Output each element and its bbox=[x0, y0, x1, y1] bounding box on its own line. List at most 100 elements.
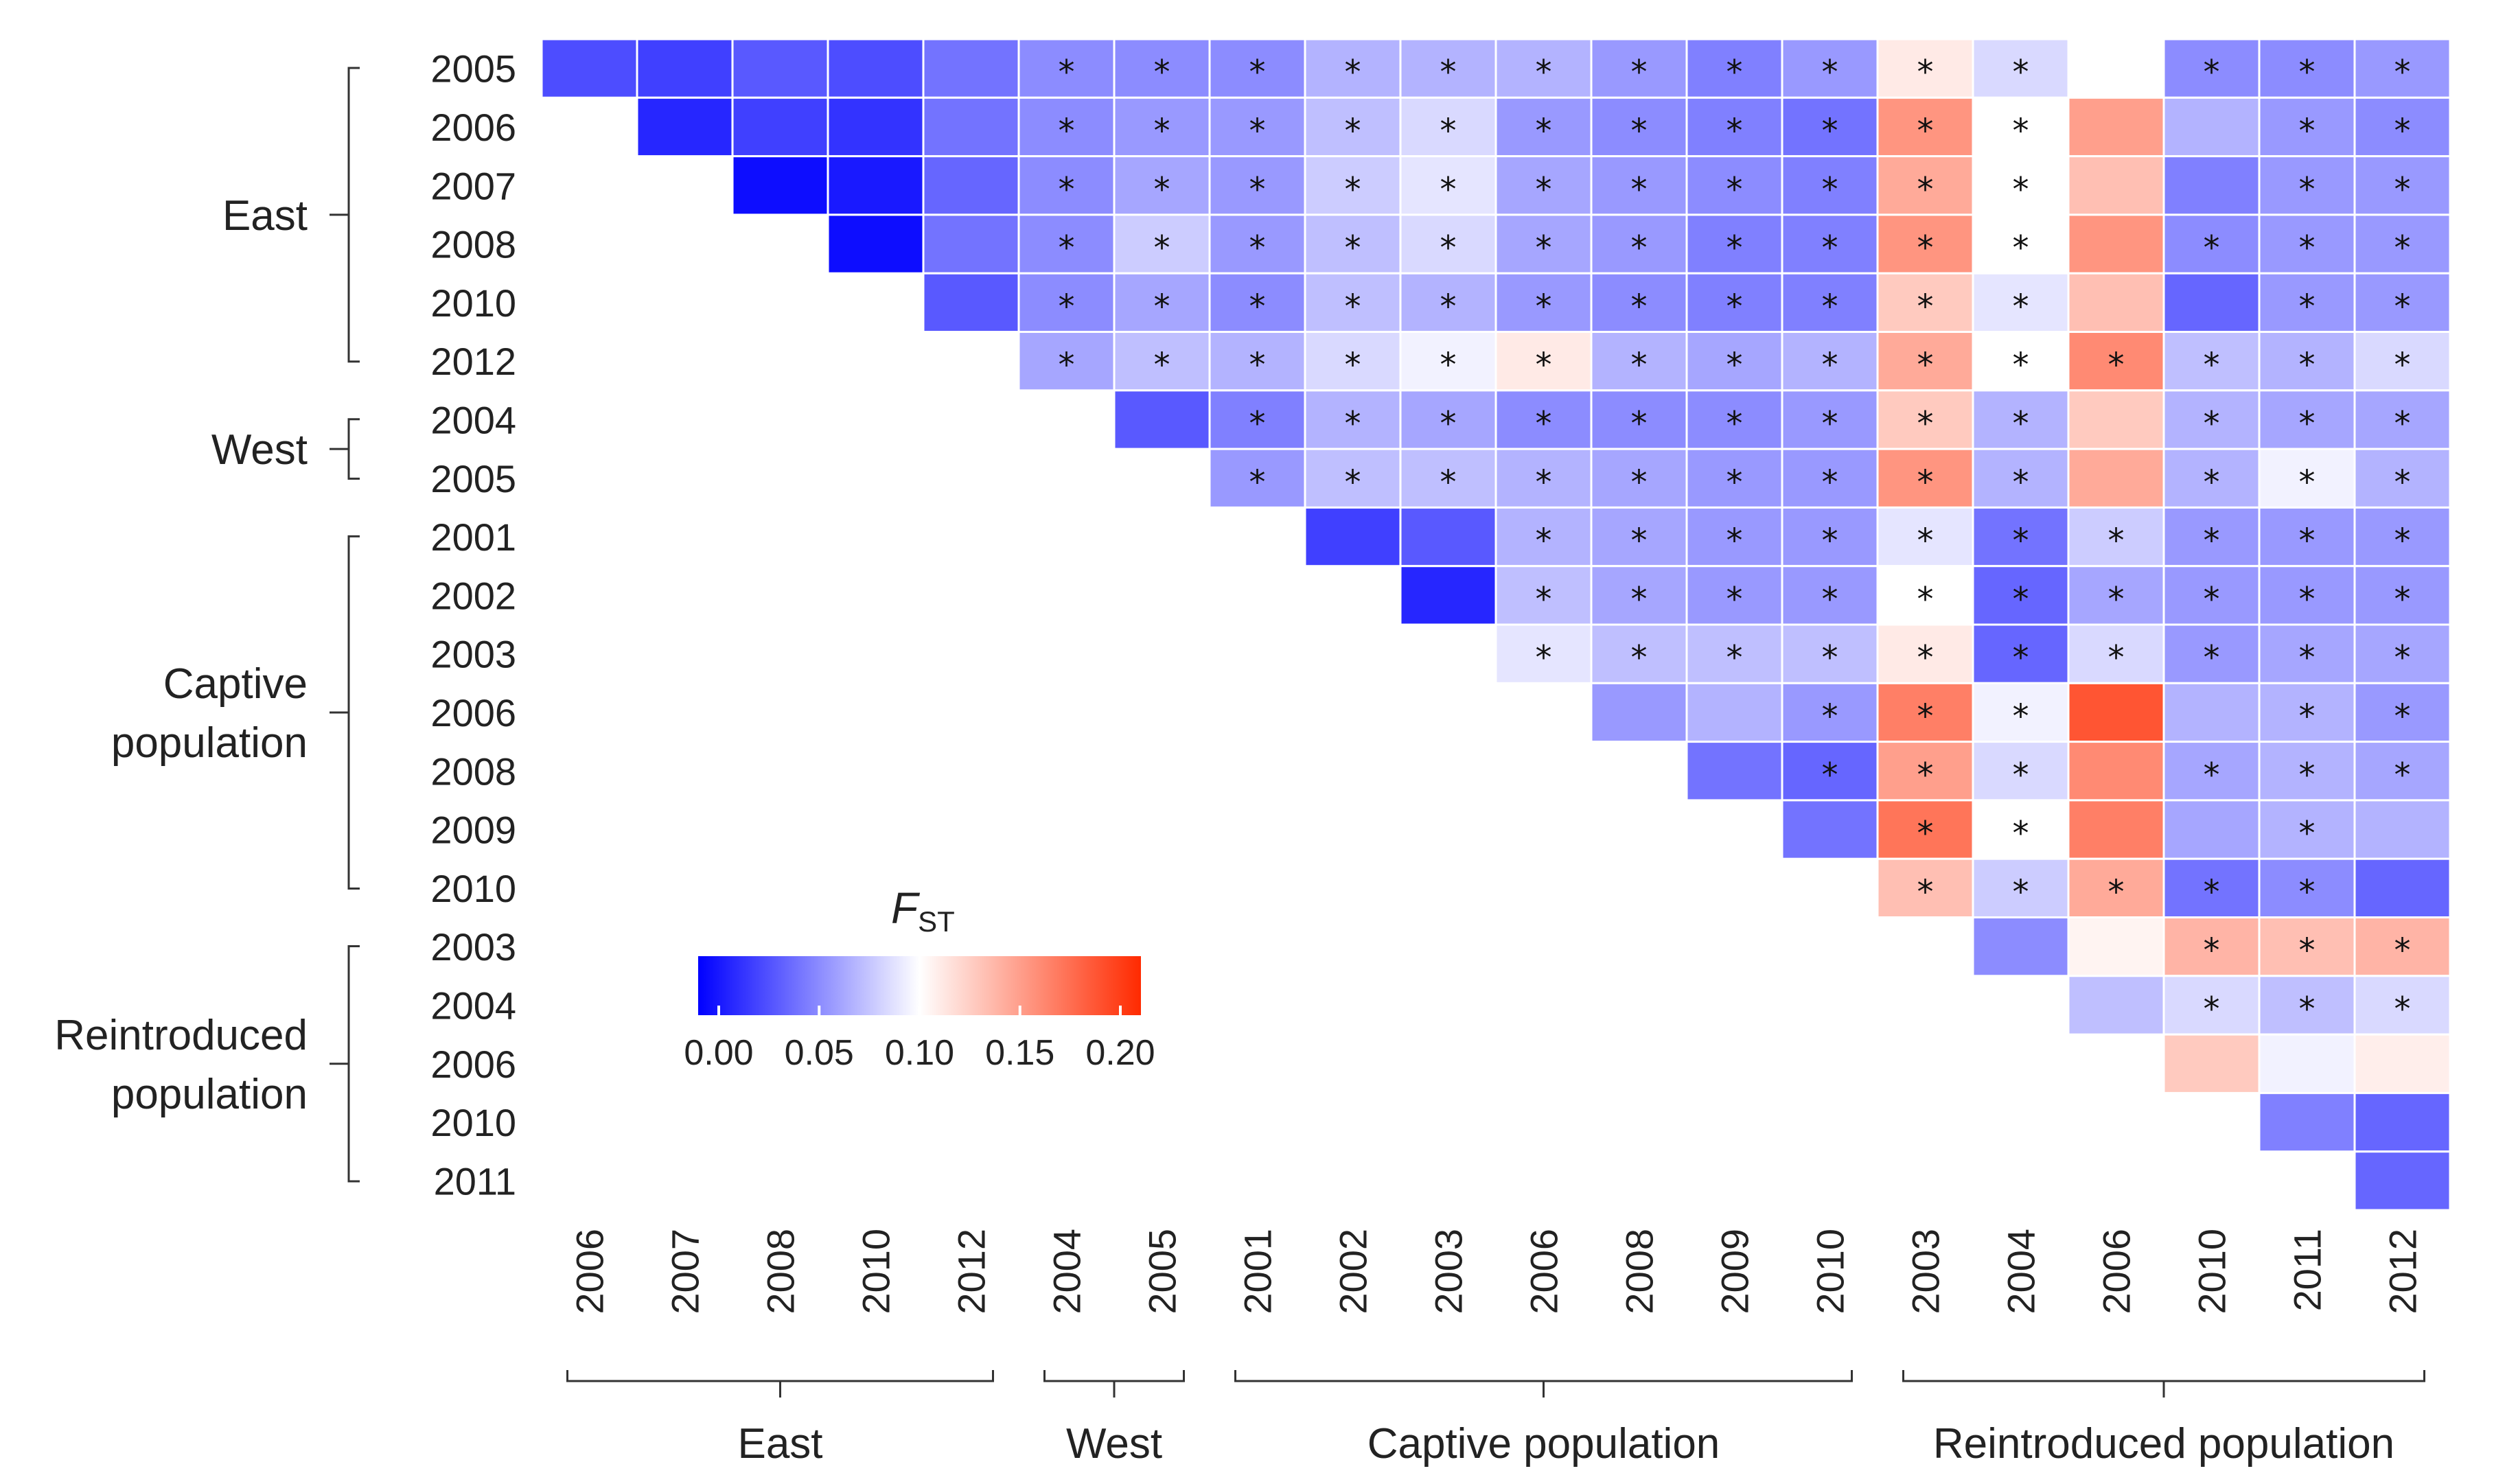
significance-star: * bbox=[2013, 815, 2029, 853]
column-tick-label: 2012 bbox=[2381, 1229, 2425, 1314]
significance-star: * bbox=[1917, 522, 1934, 560]
significance-star: * bbox=[2013, 288, 2029, 326]
heatmap-cell bbox=[922, 96, 1020, 158]
column-group-bracket bbox=[1043, 1370, 1185, 1382]
heatmap-cell bbox=[1972, 623, 2070, 684]
significance-star: * bbox=[2108, 522, 2125, 560]
heatmap-cell bbox=[1017, 155, 1116, 216]
significance-star: * bbox=[2394, 756, 2411, 794]
heatmap-cell bbox=[1972, 272, 2070, 334]
heatmap-cell bbox=[1590, 155, 1688, 216]
row-group-label: West bbox=[211, 426, 308, 474]
significance-star: * bbox=[1536, 580, 1552, 618]
heatmap-cell bbox=[2162, 916, 2261, 977]
heatmap-cell bbox=[2067, 448, 2165, 509]
significance-star: * bbox=[1536, 404, 1552, 443]
significance-star: * bbox=[2394, 170, 2411, 209]
heatmap-cell bbox=[1494, 96, 1593, 158]
row-tick-label: 2008 bbox=[430, 750, 516, 793]
heatmap-cell bbox=[1972, 448, 2070, 509]
significance-star: * bbox=[1727, 463, 1743, 502]
significance-star: * bbox=[2299, 112, 2316, 150]
heatmap-cell bbox=[2067, 799, 2165, 860]
heatmap-cell bbox=[2162, 741, 2261, 802]
heatmap-cell bbox=[2067, 857, 2165, 918]
heatmap-cell bbox=[827, 96, 925, 158]
heatmap-cell bbox=[1685, 331, 1783, 392]
heatmap-cell bbox=[1876, 565, 1974, 626]
significance-star: * bbox=[1822, 170, 1838, 209]
significance-star: * bbox=[2013, 404, 2029, 443]
colorbar-tick-label: 0.00 bbox=[684, 1033, 753, 1073]
row-tick-label: 2003 bbox=[430, 633, 516, 676]
significance-star: * bbox=[2299, 288, 2316, 326]
heatmap-cell bbox=[1113, 331, 1211, 392]
significance-star: * bbox=[2299, 756, 2316, 794]
row-tick-label: 2003 bbox=[430, 925, 516, 969]
heatmap-cell bbox=[731, 96, 829, 158]
heatmap-cell bbox=[2258, 1033, 2356, 1094]
significance-star: * bbox=[1822, 288, 1838, 326]
heatmap-cell bbox=[2067, 623, 2165, 684]
significance-star: * bbox=[2204, 54, 2220, 92]
row-tick-label: 2008 bbox=[430, 223, 516, 266]
significance-star: * bbox=[1059, 54, 1075, 92]
heatmap-cell bbox=[2162, 331, 2261, 392]
heatmap-cell bbox=[1685, 623, 1783, 684]
heatmap-cell bbox=[1972, 565, 2070, 626]
heatmap-cell bbox=[1972, 38, 2070, 99]
significance-star: * bbox=[1345, 170, 1361, 209]
significance-star: * bbox=[2108, 346, 2125, 384]
significance-star: * bbox=[1154, 170, 1170, 209]
heatmap-cell bbox=[1876, 272, 1974, 334]
heatmap-cell bbox=[1972, 916, 2070, 977]
significance-star: * bbox=[2204, 990, 2220, 1028]
significance-star: * bbox=[1440, 170, 1457, 209]
significance-star: * bbox=[1631, 54, 1648, 92]
heatmap-cell bbox=[2353, 213, 2451, 275]
row-tick-label: 2006 bbox=[430, 691, 516, 734]
heatmap-cell bbox=[2353, 155, 2451, 216]
heatmap-cell bbox=[2353, 38, 2451, 99]
significance-star: * bbox=[2204, 639, 2220, 677]
significance-star: * bbox=[2013, 346, 2029, 384]
heatmap-cell bbox=[2258, 272, 2356, 334]
colorbar-legend: FST 0.00 0.05 0.10 0.15 0.20 bbox=[684, 883, 1155, 1073]
row-tick-label: 2001 bbox=[430, 515, 516, 559]
significance-star: * bbox=[1154, 112, 1170, 150]
significance-star: * bbox=[1727, 288, 1743, 326]
significance-star: * bbox=[1059, 229, 1075, 268]
significance-star: * bbox=[2013, 639, 2029, 677]
heatmap-cell bbox=[1590, 38, 1688, 99]
significance-star: * bbox=[1631, 580, 1648, 618]
heatmap-cell bbox=[731, 155, 829, 216]
significance-star: * bbox=[1631, 229, 1648, 268]
heatmap-cell bbox=[922, 272, 1020, 334]
significance-star: * bbox=[2394, 404, 2411, 443]
significance-star: * bbox=[1440, 229, 1457, 268]
significance-star: * bbox=[1059, 288, 1075, 326]
significance-star: * bbox=[1345, 229, 1361, 268]
heatmap-cell bbox=[2067, 272, 2165, 334]
significance-star: * bbox=[1631, 404, 1648, 443]
row-group-label: Reintroduced bbox=[54, 1012, 308, 1059]
significance-star: * bbox=[1059, 346, 1075, 384]
column-tick-label: 2009 bbox=[1713, 1229, 1757, 1314]
heatmap-cell bbox=[1399, 38, 1497, 99]
significance-star: * bbox=[1631, 170, 1648, 209]
heatmap-cell bbox=[2258, 975, 2356, 1036]
heatmap-cell bbox=[2258, 96, 2356, 158]
heatmap-cell bbox=[1685, 213, 1783, 275]
heatmap-cell bbox=[1781, 799, 1879, 860]
heatmap-cell bbox=[1590, 623, 1688, 684]
heatmap-cell bbox=[1017, 272, 1116, 334]
heatmap-cell bbox=[1494, 448, 1593, 509]
legend-title-subscript: ST bbox=[918, 905, 955, 938]
significance-star: * bbox=[2013, 229, 2029, 268]
significance-star: * bbox=[2108, 580, 2125, 618]
significance-star: * bbox=[1440, 288, 1457, 326]
significance-star: * bbox=[1440, 404, 1457, 443]
heatmap-cell bbox=[1399, 448, 1497, 509]
heatmap-cell bbox=[827, 213, 925, 275]
